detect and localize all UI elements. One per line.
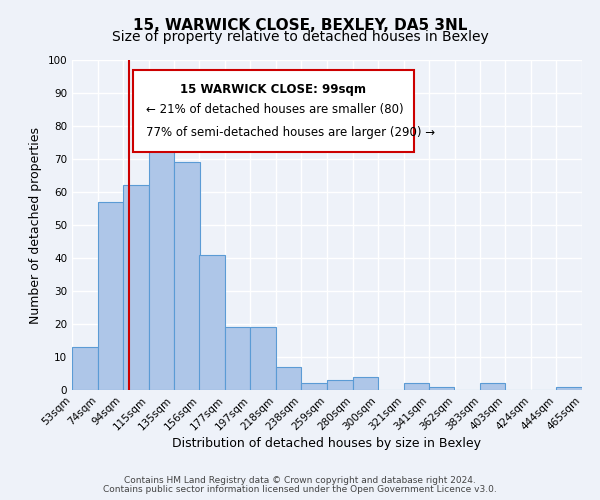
Bar bbox=[301, 384, 327, 390]
Text: 15 WARWICK CLOSE: 99sqm: 15 WARWICK CLOSE: 99sqm bbox=[181, 83, 367, 96]
Bar bbox=[556, 386, 582, 390]
Text: Contains HM Land Registry data © Crown copyright and database right 2024.: Contains HM Land Registry data © Crown c… bbox=[124, 476, 476, 485]
Bar bbox=[199, 254, 226, 390]
Bar bbox=[123, 186, 149, 390]
Bar bbox=[226, 328, 250, 390]
Bar bbox=[481, 384, 505, 390]
Bar bbox=[72, 347, 98, 390]
Text: Contains public sector information licensed under the Open Government Licence v3: Contains public sector information licen… bbox=[103, 485, 497, 494]
Bar bbox=[98, 202, 123, 390]
Y-axis label: Number of detached properties: Number of detached properties bbox=[29, 126, 42, 324]
Bar bbox=[404, 384, 428, 390]
Bar bbox=[353, 377, 378, 390]
Text: 15, WARWICK CLOSE, BEXLEY, DA5 3NL: 15, WARWICK CLOSE, BEXLEY, DA5 3NL bbox=[133, 18, 467, 32]
Bar bbox=[327, 380, 353, 390]
Bar bbox=[428, 386, 455, 390]
Text: 77% of semi-detached houses are larger (290) →: 77% of semi-detached houses are larger (… bbox=[146, 126, 435, 139]
X-axis label: Distribution of detached houses by size in Bexley: Distribution of detached houses by size … bbox=[173, 438, 482, 450]
Bar bbox=[149, 139, 173, 390]
Text: Size of property relative to detached houses in Bexley: Size of property relative to detached ho… bbox=[112, 30, 488, 44]
Bar bbox=[276, 367, 301, 390]
Bar bbox=[250, 328, 276, 390]
Bar bbox=[173, 162, 199, 390]
Text: ← 21% of detached houses are smaller (80): ← 21% of detached houses are smaller (80… bbox=[146, 103, 404, 116]
FancyBboxPatch shape bbox=[133, 70, 414, 152]
